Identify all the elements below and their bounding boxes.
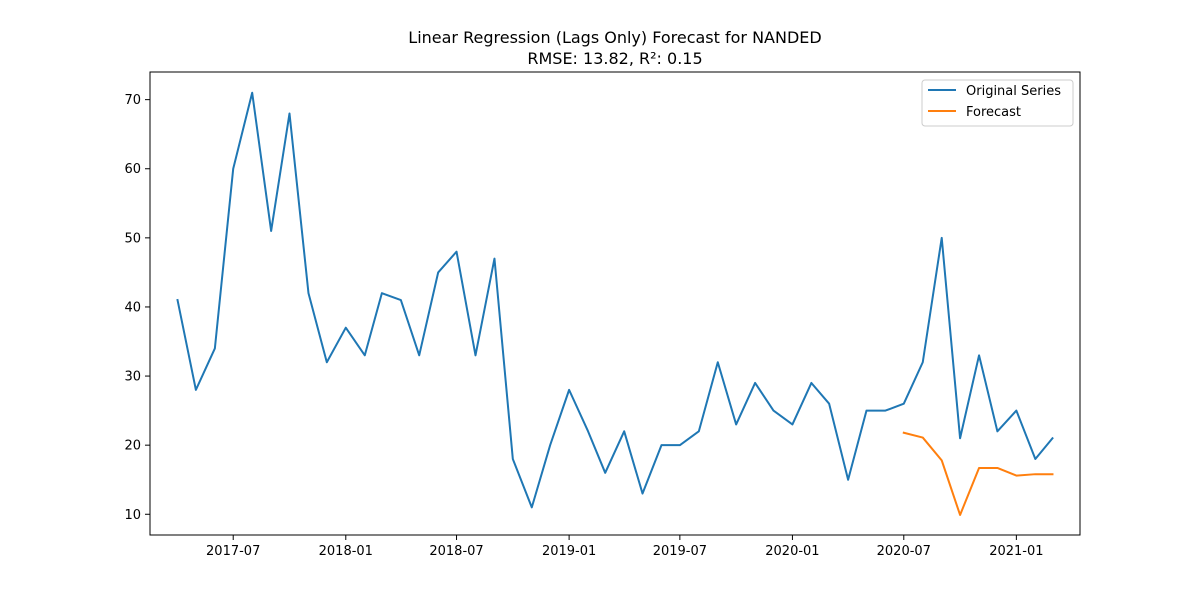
series-lines [176,91,1054,516]
y-tick-label: 40 [124,300,141,315]
x-tick-label: 2019-01 [542,544,596,559]
series-line-forecast [902,431,1054,516]
x-tick-label: 2018-01 [319,544,373,559]
x-tick-label: 2020-01 [765,544,819,559]
y-tick-label: 70 [124,93,141,108]
legend-label-original-series: Original Series [966,84,1061,99]
chart-title: Linear Regression (Lags Only) Forecast f… [408,28,821,47]
y-axis: 10 20 30 40 50 60 70 [124,93,150,523]
y-tick-label: 50 [124,231,141,246]
x-tick-label: 2018-07 [429,544,483,559]
x-axis: 2017-07 2018-01 2018-07 2019-01 2019-07 2020-… [206,535,1044,559]
x-tick-label: 2017-07 [206,544,260,559]
x-tick-label: 2021-01 [989,544,1043,559]
plot-area-frame [149,71,1081,536]
y-tick-label: 30 [124,370,141,385]
legend-label-forecast: Forecast [966,105,1021,120]
x-tick-label: 2019-07 [653,544,707,559]
chart-subtitle: RMSE: 13.82, R²: 0.15 [527,49,702,68]
legend-box [921,79,1074,127]
y-tick-label: 20 [124,439,141,454]
y-tick-label: 10 [124,508,141,523]
x-tick-label: 2020-07 [877,544,931,559]
y-tick-label: 60 [124,162,141,177]
series-line-original-series [176,91,1054,509]
legend: Original Series Forecast [921,79,1074,127]
